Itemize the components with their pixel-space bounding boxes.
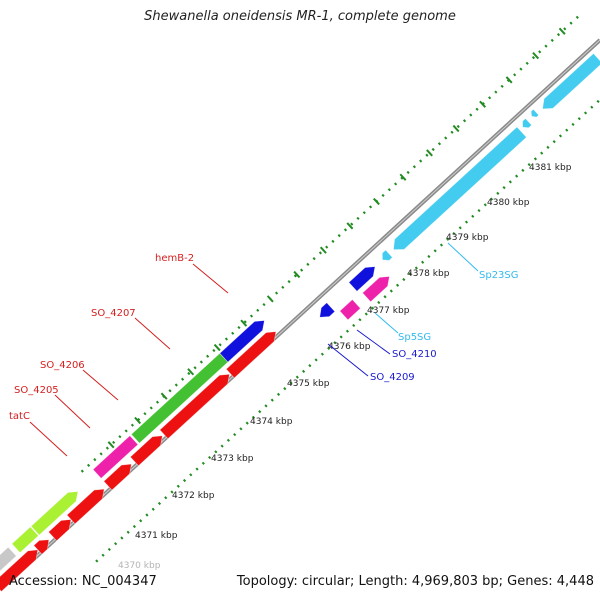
tick-label-8: 4378 kbp bbox=[407, 269, 450, 279]
gene-label-so-4205[interactable]: SO_4205 bbox=[14, 385, 59, 396]
outer-tick-mark bbox=[505, 76, 513, 84]
rrna-small-2 bbox=[530, 108, 540, 118]
gene-label-so-4209[interactable]: SO_4209 bbox=[370, 372, 415, 383]
gene-magenta-b bbox=[362, 276, 390, 303]
gene-magenta-a bbox=[339, 299, 361, 321]
gene-label-sp5sg[interactable]: Sp5SG bbox=[398, 332, 431, 343]
gene-red-3 bbox=[48, 519, 72, 542]
leader-line-8 bbox=[327, 343, 369, 377]
leader-line-7 bbox=[356, 329, 391, 355]
tick-label-10: 4380 kbp bbox=[487, 198, 530, 208]
tick-label-2: 4372 kbp bbox=[172, 491, 215, 501]
leader-line-5 bbox=[447, 242, 479, 272]
gene-red-6 bbox=[129, 435, 163, 467]
outer-tick-mark bbox=[293, 270, 301, 279]
gene-hemb2 bbox=[219, 320, 265, 363]
outer-tick-mark bbox=[319, 246, 327, 254]
outer-tick-mark bbox=[372, 197, 380, 206]
genome-summary-text: Topology: circular; Length: 4,969,803 bp… bbox=[236, 574, 594, 589]
tick-label-4: 4374 kbp bbox=[250, 417, 293, 427]
label-leader-lines bbox=[29, 242, 479, 457]
gene-label-so-4207[interactable]: SO_4207 bbox=[91, 308, 136, 319]
accession-text: Accession: NC_004347 bbox=[9, 574, 157, 589]
gc-dot-tracks bbox=[80, 11, 600, 563]
outer-tick-mark bbox=[399, 173, 407, 181]
rrna-sp16s bbox=[542, 53, 600, 110]
tick-label-5: 4375 kbp bbox=[287, 379, 330, 389]
outer-tick-mark bbox=[558, 27, 566, 35]
gene-label-so-4206[interactable]: SO_4206 bbox=[40, 360, 85, 371]
gene-red-5 bbox=[103, 463, 132, 491]
outer-tick-mark bbox=[452, 124, 460, 133]
rrna-sp23s bbox=[393, 126, 527, 250]
gene-features bbox=[0, 53, 600, 592]
outer-tick-mark bbox=[107, 441, 115, 449]
leader-line-6 bbox=[374, 312, 399, 334]
rrna-sp5s bbox=[382, 249, 393, 261]
dot-track-1 bbox=[80, 11, 584, 473]
gene-red-7 bbox=[159, 373, 230, 440]
outer-tick-mark bbox=[532, 51, 540, 60]
tick-label-0: 4370 kbp bbox=[118, 561, 161, 571]
gene-so4210 bbox=[348, 266, 376, 292]
gene-so4209 bbox=[319, 302, 336, 318]
leader-line-4 bbox=[29, 421, 68, 457]
tick-label-6: 4376 kbp bbox=[328, 342, 371, 352]
leader-line-0 bbox=[192, 263, 229, 294]
gene-label-tatc[interactable]: tatC bbox=[9, 411, 30, 422]
gene-red-8 bbox=[225, 331, 277, 379]
tick-label-7: 4377 kbp bbox=[367, 306, 410, 316]
outer-tick-mark bbox=[134, 416, 142, 425]
outer-tick-mark bbox=[187, 368, 195, 376]
leader-line-3 bbox=[54, 394, 91, 429]
outer-tick-mark bbox=[213, 343, 221, 352]
outer-tick-mark bbox=[346, 222, 354, 230]
gene-red-2 bbox=[33, 539, 50, 555]
gene-red-1 bbox=[0, 549, 39, 592]
outer-tick-mark bbox=[426, 149, 433, 157]
outer-tick-mark bbox=[240, 319, 248, 327]
outer-tick-mark bbox=[160, 392, 168, 400]
gene-label-hemb-2[interactable]: hemB-2 bbox=[155, 253, 194, 264]
tick-label-9: 4379 kbp bbox=[446, 233, 489, 243]
gene-so4207 bbox=[130, 352, 229, 444]
gene-so4205 bbox=[92, 435, 139, 479]
kbp-tick-labels: 4370 kbp 4371 kbp 4372 kbp 4373 kbp 4374 kbp… bbox=[118, 163, 572, 571]
gene-tatc bbox=[11, 526, 39, 554]
leader-line-2 bbox=[82, 369, 119, 401]
rrna-small-1 bbox=[522, 118, 533, 129]
leader-line-1 bbox=[134, 317, 171, 350]
tick-label-11: 4381 kbp bbox=[529, 163, 572, 173]
map-title: Shewanella oneidensis MR-1, complete gen… bbox=[144, 9, 456, 24]
gene-label-so-4210[interactable]: SO_4210 bbox=[392, 349, 437, 360]
gene-red-4 bbox=[66, 488, 105, 525]
gene-labels[interactable]: hemB-2 SO_4207 SO_4206 SO_4205 tatC Sp23SG Sp5… bbox=[9, 253, 519, 422]
tick-label-3: 4373 kbp bbox=[211, 454, 254, 464]
outer-tick-mark bbox=[266, 295, 274, 303]
gene-gray bbox=[0, 546, 17, 572]
tick-label-1: 4371 kbp bbox=[135, 531, 178, 541]
gene-label-sp23sg[interactable]: Sp23SG bbox=[479, 270, 519, 281]
gene-tatc-2 bbox=[30, 491, 79, 536]
outer-tick-mark bbox=[479, 100, 487, 108]
